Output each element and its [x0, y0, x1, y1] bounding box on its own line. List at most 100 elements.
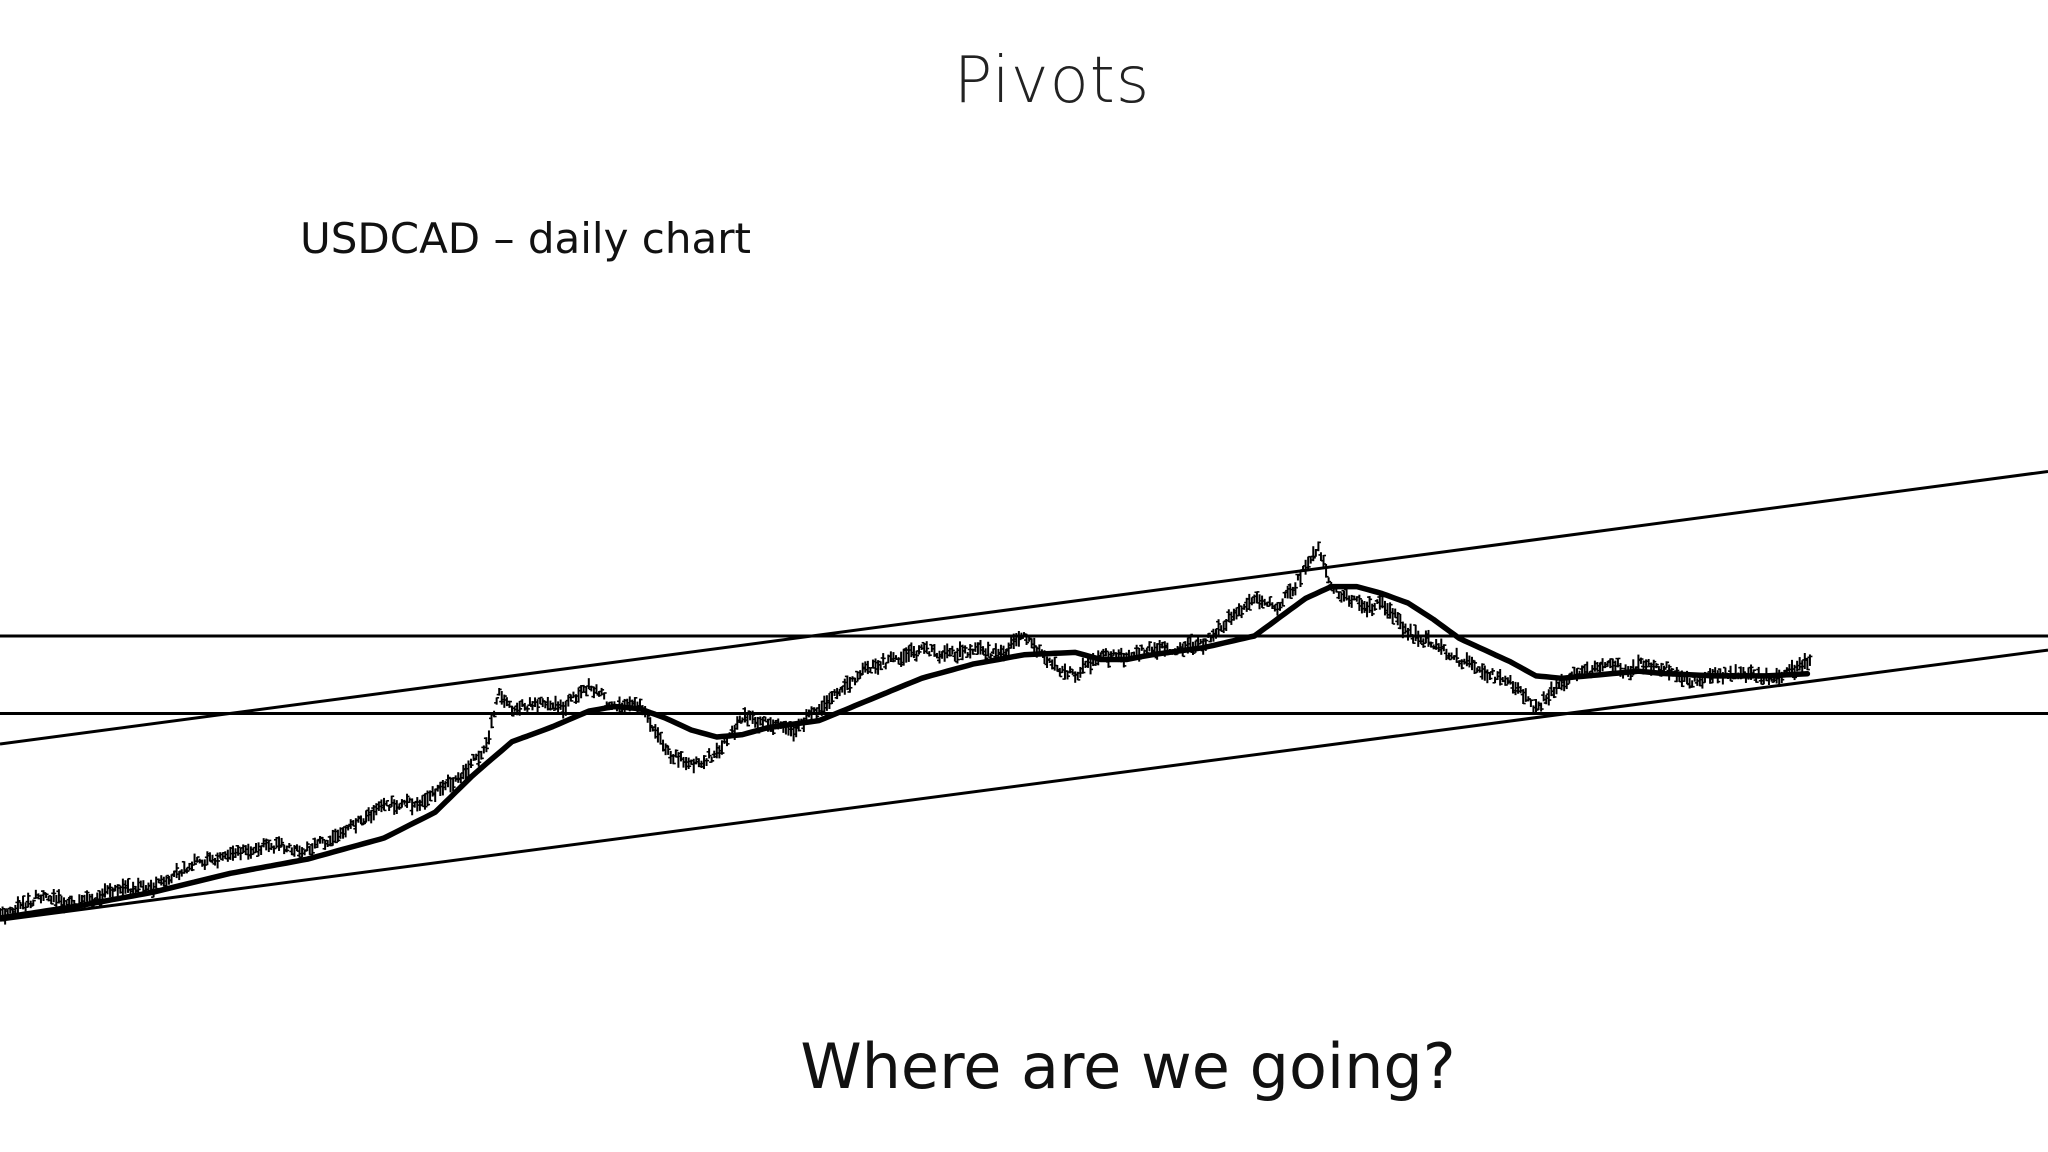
price-bar — [1387, 602, 1393, 619]
price-bar — [1205, 632, 1211, 638]
price-bar — [396, 803, 402, 810]
price-bar — [48, 895, 54, 905]
price-bar — [524, 705, 530, 712]
price-bar — [450, 777, 456, 792]
price-bar — [926, 651, 932, 657]
annotation-layer — [0, 469, 2048, 922]
price-bar — [235, 844, 241, 856]
price-bar — [335, 829, 341, 842]
price-bar — [1336, 591, 1342, 600]
price-bar — [678, 751, 684, 762]
price-bar — [478, 750, 484, 760]
price-bar — [867, 667, 873, 674]
price-bar — [427, 790, 433, 802]
price-bar — [135, 877, 141, 894]
price-bar — [56, 889, 62, 904]
price-bar — [583, 686, 589, 697]
price-bar — [1356, 594, 1362, 611]
price-bar — [501, 694, 507, 708]
price-bar — [271, 845, 277, 854]
price-bar — [491, 710, 497, 718]
price-bar — [657, 731, 663, 745]
price-bar — [1441, 644, 1447, 652]
price-bar — [332, 828, 338, 844]
price-bar — [1520, 689, 1526, 705]
price-bar — [1326, 577, 1332, 584]
price-bar — [361, 818, 367, 826]
price-bar — [1018, 632, 1024, 640]
price-bar — [737, 715, 743, 724]
price-bar — [1420, 638, 1426, 648]
price-bar — [1277, 603, 1283, 611]
price-bar — [701, 755, 707, 770]
price-bar — [279, 837, 285, 848]
price-bar — [266, 839, 272, 853]
price-bar — [1459, 659, 1465, 670]
price-bar — [686, 757, 692, 770]
price-bar — [1489, 668, 1495, 676]
price-bar — [1254, 591, 1260, 604]
price-bar — [263, 838, 269, 851]
price-bar — [947, 647, 953, 657]
price-bar — [25, 892, 31, 908]
price-bar — [489, 714, 495, 729]
price-bar — [1653, 663, 1659, 669]
price-bar — [878, 660, 884, 671]
price-bar — [1239, 605, 1245, 619]
price-bar — [194, 856, 200, 863]
price-bar — [215, 852, 221, 869]
price-bar — [320, 836, 326, 844]
price-bar — [425, 790, 431, 807]
price-bar — [506, 700, 512, 708]
price-bar — [563, 700, 569, 716]
price-bar — [1551, 686, 1557, 699]
price-bar — [496, 687, 502, 696]
price-bar — [750, 710, 756, 724]
price-bar — [1372, 602, 1378, 611]
price-bar — [599, 687, 605, 696]
price-bar — [1367, 596, 1373, 613]
price-bar — [665, 744, 671, 755]
price-bar — [384, 799, 390, 806]
price-bar — [985, 641, 991, 657]
price-bar — [1689, 680, 1695, 688]
price-bar — [1454, 647, 1460, 663]
price-bar — [1057, 667, 1063, 678]
price-bar — [1103, 648, 1109, 657]
price-bar — [829, 691, 835, 705]
price-bar — [865, 660, 871, 675]
price-bar — [1075, 671, 1081, 681]
trend-line — [0, 469, 2048, 746]
price-bar — [745, 713, 751, 727]
price-bar — [43, 892, 49, 898]
moving-average-layer — [0, 583, 1811, 921]
price-bar — [51, 889, 57, 903]
price-bar — [1233, 607, 1239, 620]
price-bar — [483, 737, 489, 753]
price-bar — [1274, 601, 1280, 616]
price-bar — [476, 750, 482, 767]
price-bar — [647, 717, 653, 732]
price-bar — [1528, 698, 1534, 708]
price-bar — [189, 861, 195, 872]
price-bar — [381, 797, 387, 812]
price-bar — [880, 653, 886, 665]
price-bar — [46, 895, 52, 902]
price-bar — [299, 847, 305, 858]
price-bar — [913, 650, 919, 662]
price-bar — [1315, 541, 1321, 552]
price-bar — [517, 700, 523, 716]
price-bar — [1216, 619, 1222, 636]
price-bar — [1246, 593, 1252, 611]
price-bar — [1638, 657, 1644, 664]
price-bar — [924, 641, 930, 654]
price-bar — [890, 652, 896, 663]
price-bar — [1807, 654, 1813, 666]
price-bar — [1369, 603, 1375, 617]
price-bar — [949, 645, 955, 655]
price-bar — [1310, 546, 1316, 562]
price-bar — [596, 691, 602, 697]
price-bar — [286, 843, 292, 849]
price-bar — [954, 647, 960, 664]
price-bar — [20, 895, 26, 910]
